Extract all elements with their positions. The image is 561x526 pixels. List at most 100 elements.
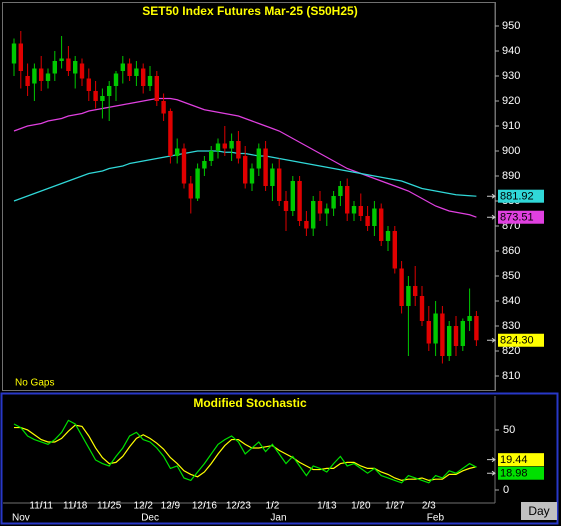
candle-body	[331, 196, 336, 209]
candle-body	[345, 186, 350, 214]
candle-body	[134, 68, 139, 76]
candle-body	[45, 73, 51, 81]
candle-body	[474, 316, 479, 341]
candle-body	[202, 161, 207, 169]
y-tick-label: 0	[503, 484, 509, 496]
x-axis-label: Day	[528, 504, 549, 518]
y-tick-label: 840	[502, 295, 520, 307]
candle-body	[73, 61, 78, 74]
x-tick-label: 1/13	[317, 501, 337, 512]
candle-body	[406, 286, 411, 306]
candle-body	[181, 148, 187, 184]
candle-body	[304, 221, 309, 229]
x-tick-label: 1/2	[265, 501, 279, 512]
candle-body	[66, 58, 71, 71]
month-label: Jan	[270, 513, 286, 524]
value-arrow	[487, 214, 496, 220]
x-tick-label: 1/27	[385, 501, 405, 512]
last-value-label: 881.92	[500, 191, 534, 203]
candle-body	[127, 63, 132, 76]
y-tick-label: 940	[502, 45, 520, 57]
candle-body	[113, 73, 119, 86]
last-close-label: 824.30	[500, 335, 534, 347]
y-tick-label: 950	[502, 20, 520, 32]
candle-body	[277, 168, 282, 201]
y-tick-label: 50	[503, 424, 515, 436]
candle-body	[324, 208, 329, 214]
candle-body	[209, 151, 214, 161]
candle-body	[175, 148, 180, 156]
x-tick-label: 2/3	[422, 501, 436, 512]
candle-body	[79, 63, 85, 79]
candle-body	[297, 181, 302, 221]
y-tick-label: 930	[502, 70, 520, 82]
candle-body	[351, 206, 357, 214]
candle-body	[215, 143, 221, 151]
candle-body	[372, 208, 377, 226]
y-tick-label: 860	[502, 245, 520, 257]
candle-body	[86, 78, 91, 91]
candle-body	[107, 86, 112, 96]
candle-body	[447, 326, 452, 356]
candle-body	[59, 58, 64, 61]
value-arrow	[487, 457, 496, 463]
last-value-label: 18.98	[500, 468, 528, 480]
candle-body	[32, 68, 37, 84]
x-tick-label: 11/18	[63, 501, 88, 512]
candle-body	[453, 326, 459, 346]
candle-body	[399, 268, 404, 306]
candle-body	[120, 63, 125, 71]
value-arrow	[487, 337, 496, 343]
stochastic-title: Modified Stochastic	[193, 396, 307, 410]
candle-body	[290, 181, 295, 211]
y-tick-label: 850	[502, 270, 520, 282]
candle-body	[413, 286, 418, 296]
candle-body	[426, 321, 431, 344]
candle-body	[168, 111, 173, 156]
x-tick-label: 12/9	[161, 501, 181, 512]
candle-body	[147, 76, 153, 86]
month-label: Dec	[141, 513, 159, 524]
candle-body	[141, 68, 146, 86]
candle-body	[270, 168, 275, 186]
candle-body	[358, 206, 363, 216]
month-label: Feb	[427, 513, 445, 524]
y-tick-label: 910	[502, 120, 520, 132]
x-tick-label: 12/16	[192, 501, 217, 512]
x-tick-label: 12/23	[226, 501, 251, 512]
value-arrow	[487, 470, 496, 476]
candle-body	[161, 101, 166, 114]
candle-body	[379, 208, 384, 241]
value-arrow	[487, 193, 496, 199]
candle-body	[11, 43, 17, 64]
last-value-label-box	[498, 189, 544, 203]
y-tick-label: 820	[502, 345, 520, 357]
x-tick-label: 1/20	[351, 501, 371, 512]
last-value-label: 873.51	[500, 212, 534, 224]
y-tick-label: 890	[502, 170, 520, 182]
candle-body	[188, 183, 193, 199]
candle-body	[385, 231, 391, 241]
candle-body	[195, 168, 200, 199]
candle-body	[249, 168, 255, 184]
candle-body	[39, 68, 44, 81]
candle-body	[243, 156, 248, 184]
y-tick-label: 810	[502, 370, 520, 382]
candle-body	[467, 316, 472, 321]
candle-body	[52, 61, 57, 74]
candle-body	[236, 141, 241, 159]
line-series	[13, 97, 477, 218]
candle-body	[460, 321, 465, 346]
last-value-label-box	[498, 210, 544, 224]
y-tick-label: 920	[502, 95, 520, 107]
candle-body	[392, 231, 397, 269]
line-series	[14, 424, 477, 482]
last-close-label-box	[498, 333, 544, 347]
month-label: Nov	[12, 513, 30, 524]
x-label-box	[521, 502, 557, 520]
x-tick-label: 11/25	[97, 501, 122, 512]
last-value-label-box	[498, 466, 544, 480]
note: No Gaps	[15, 378, 54, 389]
